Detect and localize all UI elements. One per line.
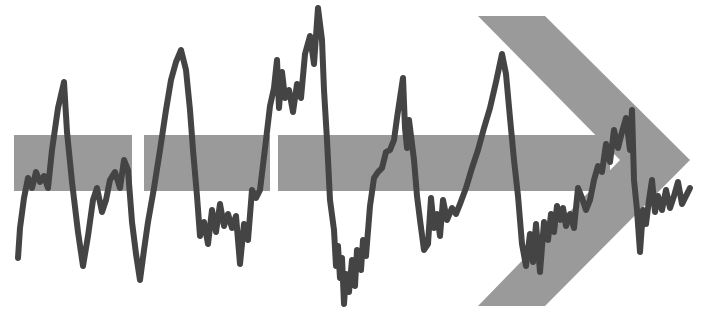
signal-arrow-figure <box>0 0 702 321</box>
